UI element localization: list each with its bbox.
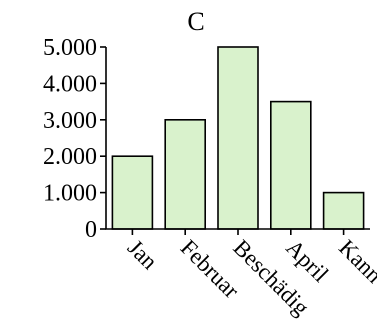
bar-april (269, 100, 312, 230)
x-tick-label: Kann (334, 235, 377, 288)
bar-februar (164, 119, 206, 230)
y-tick-label: 1.000 (43, 181, 97, 207)
chart-title: C (187, 7, 204, 36)
y-tick-label: 3.000 (43, 108, 97, 134)
bar-jan (111, 155, 154, 230)
bar-kann (322, 191, 365, 230)
bars-group (111, 46, 365, 230)
y-tick-label: 4.000 (43, 71, 97, 97)
y-axis-ticks: 0 1.000 2.000 3.000 4.000 5.000 (43, 35, 106, 243)
y-tick-label: 0 (85, 217, 97, 243)
y-tick-label: 5.000 (43, 35, 97, 61)
x-tick-label: Jan (123, 235, 163, 275)
chart-axes (105, 47, 370, 230)
x-tick-label: Februar (176, 235, 244, 303)
y-tick-label: 2.000 (43, 144, 97, 170)
bar-beschädig (217, 46, 259, 230)
